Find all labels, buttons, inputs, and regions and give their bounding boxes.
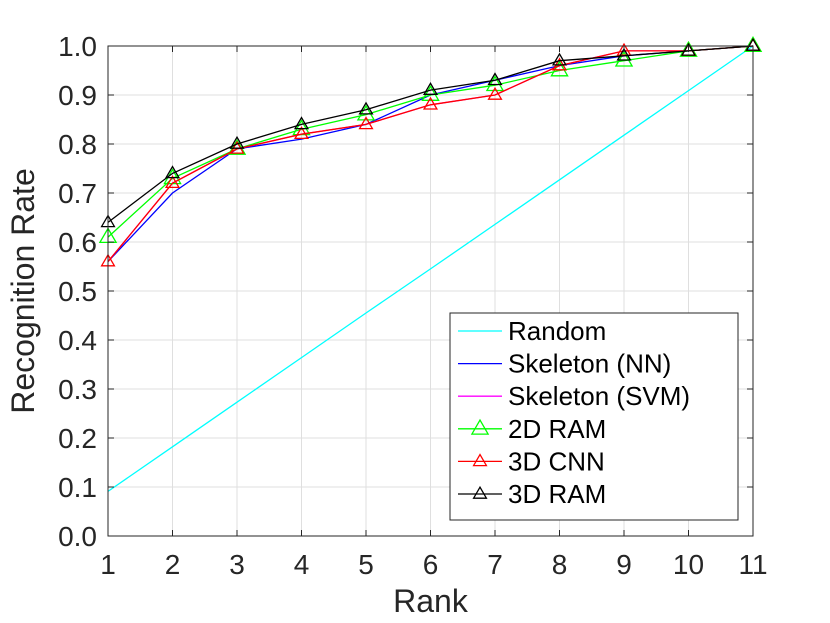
y-tick-label-0.8: 0.8 [58,129,97,160]
legend-label-0: Random [508,316,606,346]
series-0 [107,45,754,492]
legend-box [449,312,739,521]
legend-item-4: 3D CNN [458,446,605,476]
x-tick-label-1: 1 [100,549,116,580]
y-axis-label: Recognition Rate [5,168,41,413]
y-tick-label-1.0: 1.0 [58,31,97,62]
x-tick-label-11: 11 [738,549,767,580]
y-tick-label-0.6: 0.6 [58,227,97,258]
data-point-3-2 [227,138,247,155]
data-point-4-6 [487,86,503,100]
legend-marker-5 [472,485,488,499]
legend-item-5: 3D RAM [458,479,606,509]
y-tick-label-0.9: 0.9 [58,80,97,111]
data-point-5-5 [422,82,439,95]
data-point-4-8 [616,42,632,56]
data-point-4-1 [164,175,181,189]
data-point-4-4 [358,116,374,130]
data-point-5-1 [164,165,181,179]
series-line-4 [107,45,754,263]
x-tick-label-4: 4 [294,549,310,580]
series-line-0 [107,45,754,492]
data-point-3-9 [679,40,698,57]
y-tick-label-0.4: 0.4 [58,325,97,356]
data-point-5-6 [487,72,503,86]
x-tick-label-9: 9 [616,549,632,580]
data-point-3-6 [485,75,505,92]
x-tick-label-5: 5 [358,549,374,580]
legend-label-2: Skeleton (SVM) [508,381,690,411]
legend-item-3: 2D RAM [458,414,606,444]
series-3 [98,36,763,244]
series-line-3 [107,45,754,238]
y-tick-label-0.5: 0.5 [58,276,97,307]
legend-label-5: 3D RAM [508,479,606,509]
axis-ticks [107,45,754,537]
x-tick-label-3: 3 [229,549,245,580]
data-point-5-3 [293,116,310,130]
y-tick-labels: 0.0 0.1 0.2 0.3 0.4 0.5 0.6 0.7 0.8 0.9 1.0 [58,31,97,552]
data-point-5-7 [551,52,568,66]
x-tick-label-6: 6 [423,549,439,580]
data-point-5-4 [358,101,374,115]
x-tick-labels: 1 2 3 4 5 6 7 8 9 10 11 [100,549,767,580]
y-tick-label-0.0: 0.0 [58,521,97,552]
data-point-3-5 [421,85,440,101]
legend-marker-4 [472,453,488,467]
x-tick-label-10: 10 [673,549,704,580]
x-tick-label-2: 2 [165,549,181,580]
data-point-3-7 [550,60,569,77]
x-tick-label-8: 8 [552,549,568,580]
y-tick-label-0.3: 0.3 [58,374,97,405]
data-point-5-9 [680,42,697,56]
series-line-5 [107,45,754,223]
data-point-3-4 [356,104,376,121]
legend-item-1: Skeleton (NN) [458,349,671,379]
y-tick-label-0.7: 0.7 [58,178,97,209]
data-point-3-8 [614,50,634,67]
series-layer [98,36,763,492]
series-5 [100,37,761,228]
data-point-5-2 [229,135,245,149]
legend-label-3: 2D RAM [508,414,606,444]
legend-marker-3 [470,418,490,435]
data-point-4-5 [422,96,439,110]
y-tick-label-0.2: 0.2 [58,423,97,454]
legend-label-4: 3D CNN [508,446,605,476]
data-point-5-8 [616,47,632,61]
x-axis-label: Rank [393,583,469,619]
y-tick-label-0.1: 0.1 [58,472,97,503]
legend-label-1: Skeleton (NN) [508,349,671,379]
legend-item-2: Skeleton (SVM) [458,381,690,411]
data-point-4-3 [293,126,310,140]
x-tick-label-7: 7 [487,549,503,580]
legend-item-0: Random [458,316,606,346]
